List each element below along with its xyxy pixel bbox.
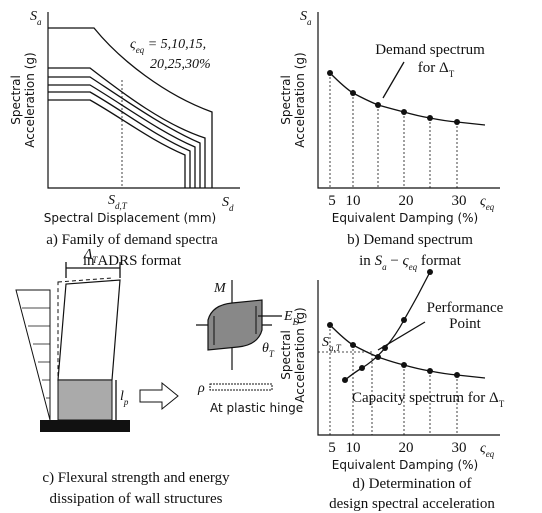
curve: [48, 84, 196, 188]
point: [401, 362, 407, 368]
point: [401, 109, 407, 115]
axes: [47, 12, 240, 189]
y-marker: Sa,T: [322, 335, 342, 353]
y-label: SpectralAcceleration (g): [279, 52, 307, 147]
x-tick-label: 30: [452, 440, 467, 456]
energy-label: ED: [283, 309, 300, 327]
x-symbol: ςeq: [480, 441, 495, 459]
x-tick-label: 10: [346, 193, 361, 209]
x-symbol: ςeq: [480, 194, 495, 212]
drift-dim: [65, 262, 121, 278]
panel-a: Sa SpectralAcceleration (g) ςeq = 5,10,1…: [9, 9, 240, 269]
point: [375, 102, 381, 108]
x-tick-label: 30: [452, 193, 467, 209]
drop-lines: [318, 325, 458, 435]
curve: [48, 67, 206, 188]
y-symbol: Sa: [30, 9, 42, 27]
wall-deformed: [57, 279, 121, 381]
point: [427, 368, 433, 374]
point: [375, 354, 381, 360]
panel-c: ΔT lp M ED θT ρ At plastic hinge c) Flex…: [15, 247, 303, 507]
point: [327, 322, 333, 328]
arrow: [139, 381, 179, 411]
hysteresis: [207, 299, 263, 351]
hysteresis-inner: [213, 306, 257, 345]
caption: a) Family of demand spectra in ADRS forma…: [46, 232, 218, 269]
caption: d) Determination of design spectral accel…: [329, 476, 495, 512]
point: [401, 317, 407, 323]
point: [427, 269, 433, 275]
axes: [317, 12, 500, 189]
y-label: SpectralAcceleration (g): [9, 52, 37, 147]
legend: ςeq = 5,10,15, 20,25,30%: [130, 37, 211, 72]
x-marker: Sd,T: [108, 193, 128, 211]
x-tick-label: 20: [399, 440, 414, 456]
x-tick-label: 5: [328, 440, 336, 456]
x-ticks: 5 10 20 30: [328, 193, 466, 209]
point: [342, 377, 348, 383]
rho-label: ρ: [197, 381, 205, 396]
x-label: Equivalent Damping (%): [332, 458, 478, 472]
point: [327, 70, 333, 76]
moment-label: M: [213, 281, 227, 296]
axes: [317, 280, 500, 436]
points: [327, 70, 460, 125]
drift-label: ΔT: [83, 247, 98, 265]
y-label: SpectralAcceleration (g): [279, 307, 307, 402]
load-profile: [15, 289, 51, 421]
x-tick-label: 10: [346, 440, 361, 456]
panel-d: SpectralAcceleration (g) Performance Poin…: [279, 269, 505, 512]
load-hatch: [22, 307, 50, 399]
point: [350, 342, 356, 348]
leader: [377, 321, 426, 351]
curve: [48, 91, 191, 188]
points: [327, 269, 460, 383]
leader: [382, 61, 405, 99]
annotation: Performance Point: [427, 300, 504, 332]
y-symbol: Sa: [300, 9, 312, 27]
curve: [48, 27, 213, 188]
x-tick-label: 5: [328, 193, 336, 209]
drop-lines: [329, 73, 458, 188]
curve: [48, 76, 201, 188]
panel-b: Sa SpectralAcceleration (g) Demand spect…: [279, 9, 500, 272]
x-ticks: 5 10 20 30: [328, 440, 466, 456]
curve: [48, 99, 186, 188]
reinforcement: [209, 383, 273, 391]
caption: c) Flexural strength and energy dissipati…: [42, 470, 230, 507]
annotation: Demand spectrum for ΔT: [375, 42, 485, 79]
caption: in Sa − ςeq format: [359, 253, 462, 272]
capacity-label: Capacity spectrum for ΔT: [352, 390, 505, 409]
x-tick-label: 20: [399, 193, 414, 209]
point: [350, 90, 356, 96]
hinge-label: At plastic hinge: [210, 401, 303, 415]
caption: b) Demand spectrum: [347, 232, 473, 248]
point: [454, 119, 460, 125]
plastic-hinge: [57, 379, 113, 421]
x-label: Spectral Displacement (mm): [44, 211, 216, 225]
spectra: [48, 27, 213, 188]
x-symbol: Sd: [222, 195, 234, 213]
x-label: Equivalent Damping (%): [332, 211, 478, 225]
point: [359, 365, 365, 371]
hinge-length: lp: [120, 389, 129, 407]
point: [454, 372, 460, 378]
foundation: [40, 420, 130, 432]
rotation-label: θT: [262, 341, 275, 359]
point: [427, 115, 433, 121]
